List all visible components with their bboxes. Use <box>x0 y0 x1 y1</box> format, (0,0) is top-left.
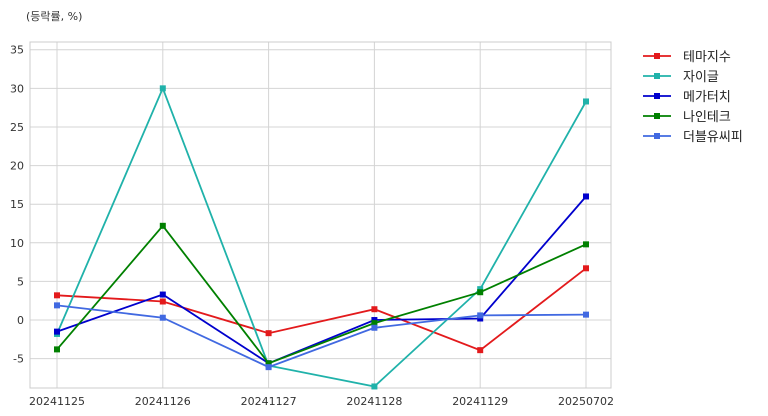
legend-label: 메가터치 <box>683 90 731 105</box>
legend-item: 테마지수 <box>643 50 731 65</box>
data-point <box>583 241 589 248</box>
data-point <box>371 324 378 331</box>
data-point <box>477 347 484 354</box>
data-point <box>54 292 60 299</box>
y-tick-label: 5 <box>17 275 24 288</box>
series-line <box>56 224 587 365</box>
plot-area-frame <box>29 41 612 389</box>
data-point <box>371 320 378 327</box>
data-point <box>159 291 166 298</box>
x-tick-label: 20241129 <box>452 395 508 408</box>
data-point <box>371 383 378 390</box>
grid-lines <box>30 42 611 388</box>
data-point <box>477 286 484 293</box>
data-point <box>265 330 272 337</box>
legend-item: 자이글 <box>643 70 719 85</box>
y-tick-label: 35 <box>10 44 24 57</box>
x-tick-label: 20241127 <box>241 395 297 408</box>
data-point <box>159 298 166 305</box>
x-tick-label: 20241125 <box>29 395 85 408</box>
y-tick-label: -5 <box>13 353 24 366</box>
legend-marker <box>654 53 660 59</box>
y-tick-label: 30 <box>10 82 24 95</box>
series-line <box>56 304 587 369</box>
data-point <box>265 360 272 367</box>
y-tick-label: 0 <box>17 314 24 327</box>
legend-marker <box>654 113 660 119</box>
y-tick-label: 20 <box>10 160 24 173</box>
series-line <box>56 85 587 388</box>
data-point <box>583 265 589 272</box>
data-point <box>159 314 166 321</box>
legend-label: 테마지수 <box>683 50 731 65</box>
data-point <box>477 312 484 319</box>
data-point <box>54 302 60 309</box>
y-tick-label: 25 <box>10 121 24 134</box>
series-5 <box>54 302 589 371</box>
x-tick-label: 20241128 <box>346 395 402 408</box>
data-point <box>477 315 484 322</box>
data-point <box>583 311 589 318</box>
data-point <box>159 85 166 92</box>
series-4 <box>54 222 589 367</box>
legend-item: 메가터치 <box>643 90 731 105</box>
legend-marker <box>654 93 660 99</box>
legend-label: 나인테크 <box>683 110 731 125</box>
legend-marker <box>654 73 660 79</box>
y-tick-label: 15 <box>10 198 24 211</box>
x-tick-label: 20250702 <box>558 395 614 408</box>
legend-item: 더블유씨피 <box>643 130 743 145</box>
y-tick-label: 10 <box>10 237 24 250</box>
data-point <box>583 193 589 200</box>
legend-marker <box>654 133 660 139</box>
legend-item: 나인테크 <box>643 110 731 125</box>
data-point <box>159 222 166 229</box>
series-lines <box>54 85 589 390</box>
data-point <box>265 364 272 371</box>
data-point <box>54 328 60 335</box>
unit-label: (등락률, %) <box>26 10 82 23</box>
data-point <box>54 346 60 353</box>
legend-label: 더블유씨피 <box>683 130 743 145</box>
x-tick-label: 20241126 <box>135 395 191 408</box>
data-point <box>371 317 378 324</box>
data-point <box>371 306 378 313</box>
axis-ticks: 20241125 20241126 20241127 20241128 20241129… <box>10 44 614 408</box>
data-point <box>583 98 589 105</box>
data-point <box>477 289 484 296</box>
legend-label: 자이글 <box>683 70 719 85</box>
series-line <box>56 195 587 365</box>
